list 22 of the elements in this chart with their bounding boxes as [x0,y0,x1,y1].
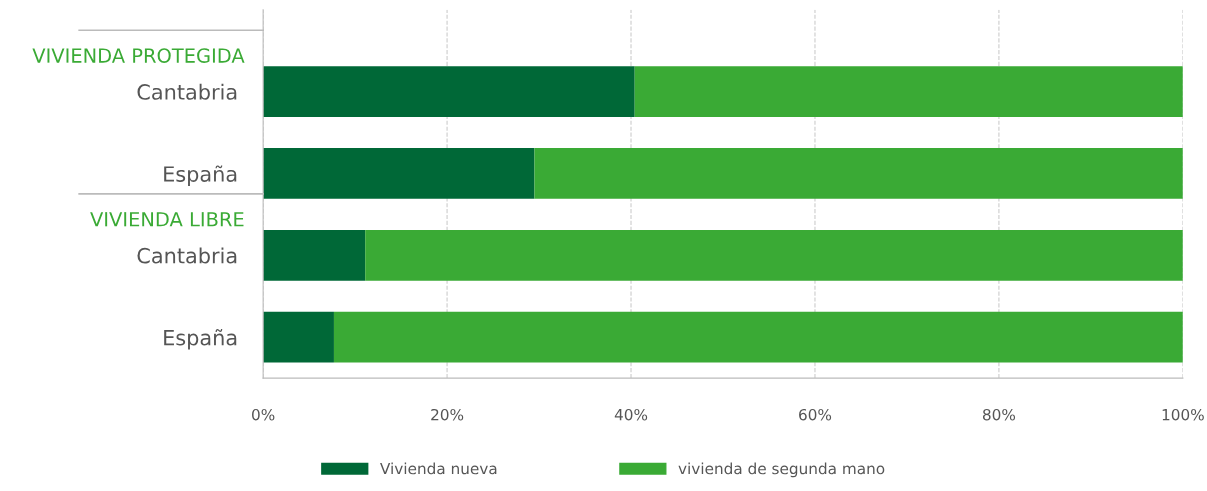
bar [263,229,366,281]
bar [534,148,1183,199]
legend-label: vivienda de segunda mano [678,462,885,478]
y-tick-label: Cantabria [137,247,237,264]
bar [263,148,535,199]
text: VIVIENDA PROTEGIDA [32,48,245,63]
bar [365,229,1183,281]
x-tick-label: 60% [799,408,832,421]
bar [634,66,1183,118]
y-tick-label: Cantabria [137,83,237,100]
x-tick-label: 80% [982,408,1016,421]
bar [263,311,334,363]
legend-label: Vivienda nueva [380,462,497,475]
x-tick-label: 20% [431,408,464,421]
x-tick-label: 100% [1162,408,1204,421]
x-tick-label: 0% [252,408,275,421]
y-tick-label: España [164,165,237,186]
y-tick-label: España [164,329,237,350]
x-tick-label: 40% [614,408,648,421]
bar [333,311,1183,363]
text: VIVIENDA LIBRE [90,212,244,227]
bar [263,66,635,118]
